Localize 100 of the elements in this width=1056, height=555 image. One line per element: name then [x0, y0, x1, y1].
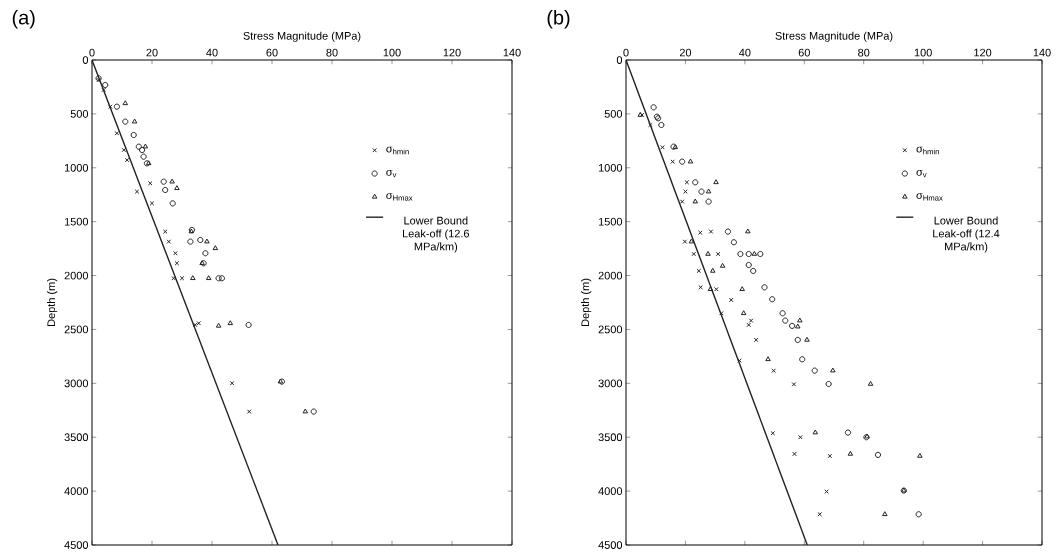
point — [650, 104, 657, 111]
point — [724, 228, 732, 235]
y-tick-label: 4000 — [64, 487, 89, 495]
point — [710, 267, 716, 273]
point — [824, 489, 829, 494]
point — [660, 144, 665, 150]
point — [687, 158, 694, 164]
point — [215, 275, 222, 282]
point — [149, 201, 155, 206]
point — [102, 81, 109, 89]
point — [140, 153, 147, 160]
point — [915, 511, 922, 518]
y-axis-title: Depth (m) — [47, 278, 58, 326]
legend-label: Lower Bound Leak-off (12.6 MPa/km) — [403, 216, 470, 253]
legend-label: σ$_{Hmax}$ — [916, 193, 943, 201]
point — [107, 104, 113, 109]
point — [229, 380, 235, 386]
point — [698, 284, 703, 290]
point — [679, 199, 685, 204]
point — [122, 118, 129, 125]
x-tick-label: 100 — [383, 48, 401, 57]
point — [121, 147, 127, 153]
point — [688, 238, 695, 244]
point — [215, 322, 222, 328]
point — [218, 275, 225, 282]
point — [134, 189, 140, 194]
y-tick-label: 2000 — [64, 271, 89, 280]
x-tick-label: 140 — [503, 48, 521, 57]
point — [715, 251, 721, 257]
point — [794, 336, 801, 343]
point — [114, 130, 120, 136]
point — [658, 121, 665, 129]
point — [122, 100, 129, 106]
point — [748, 318, 754, 323]
point — [789, 322, 796, 329]
point — [728, 297, 734, 303]
point — [205, 275, 212, 281]
x-tick-label: 100 — [914, 48, 932, 57]
x-tick-label: 60 — [798, 48, 810, 57]
point — [190, 275, 196, 281]
y-tick-label: 1000 — [598, 163, 623, 172]
point — [792, 451, 797, 457]
point — [791, 381, 797, 387]
point — [692, 179, 699, 186]
chart-title: (b) — [547, 9, 570, 29]
point — [202, 250, 209, 257]
x-tick-label: 0 — [623, 48, 629, 57]
point — [302, 408, 309, 414]
y-tick-label: 4500 — [64, 541, 89, 549]
point — [245, 321, 252, 329]
point — [719, 310, 724, 316]
point — [246, 409, 252, 414]
point — [827, 453, 833, 459]
point — [196, 320, 202, 326]
point — [730, 239, 737, 246]
point — [811, 367, 818, 374]
point — [692, 198, 698, 204]
point — [683, 189, 688, 194]
point — [691, 251, 697, 257]
point — [753, 337, 759, 343]
point — [740, 310, 747, 316]
x-tick-label: 20 — [146, 48, 158, 57]
point — [844, 429, 852, 436]
x-tick-label: 80 — [326, 48, 338, 57]
y-tick-label: 3500 — [598, 433, 623, 442]
x-tick-label: 120 — [974, 48, 992, 57]
point — [737, 250, 744, 258]
point — [139, 146, 146, 154]
point — [757, 250, 764, 258]
point — [917, 452, 923, 458]
point — [798, 434, 803, 440]
point — [713, 179, 719, 185]
y-tick-label: 1500 — [598, 217, 623, 226]
point — [147, 180, 153, 186]
point — [714, 286, 719, 292]
point — [130, 131, 137, 139]
point — [751, 250, 758, 256]
point — [812, 429, 819, 435]
point — [737, 358, 742, 363]
y-tick-label: 500 — [604, 110, 623, 118]
y-tick-label: 2500 — [64, 325, 89, 334]
point — [679, 158, 686, 165]
point — [197, 236, 204, 244]
point — [648, 122, 653, 128]
point — [867, 380, 874, 386]
point — [131, 118, 138, 124]
point — [825, 380, 832, 388]
y-tick-label: 1500 — [64, 217, 89, 226]
y-tick-label: 2000 — [598, 271, 623, 280]
point — [135, 143, 142, 150]
point — [705, 198, 712, 205]
y-tick-label: 4000 — [598, 487, 623, 495]
point — [684, 180, 690, 185]
point — [745, 250, 752, 258]
point — [874, 451, 882, 458]
point — [750, 267, 757, 275]
point — [187, 238, 194, 245]
legend-label: σ$_{v}$ — [916, 169, 927, 178]
point — [113, 103, 120, 110]
point — [162, 229, 168, 234]
